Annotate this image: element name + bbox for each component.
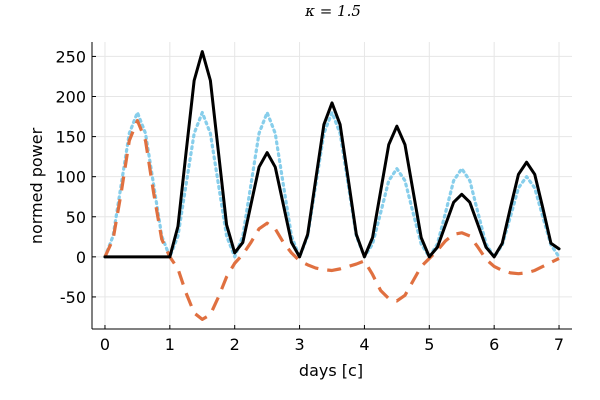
series-line-dashed — [103, 118, 560, 321]
axes — [91, 42, 572, 330]
grid — [92, 42, 572, 329]
series-line-dotted — [103, 110, 561, 259]
y-tick-label: 150 — [55, 128, 86, 147]
series-line-solid — [103, 50, 561, 259]
x-tick-label: 1 — [165, 335, 175, 354]
y-tick-label: 0 — [76, 248, 86, 267]
y-tick-label: 50 — [66, 208, 86, 227]
tick-labels: 0 1 2 3 4 5 6 7 -50 0 50 100 150 200 250 — [55, 47, 564, 354]
x-tick-label: 2 — [230, 335, 240, 354]
y-axis-label: normed power — [27, 127, 46, 244]
x-tick-label: 6 — [489, 335, 499, 354]
x-tick-label: 3 — [294, 335, 304, 354]
x-tick-label: 7 — [554, 335, 564, 354]
x-tick-label: 5 — [424, 335, 434, 354]
series-layer — [103, 50, 561, 321]
chart-title: κ = 1.5 — [304, 2, 361, 20]
y-tick-label: -50 — [60, 288, 86, 307]
x-tick-label: 4 — [359, 335, 369, 354]
y-tick-label: 200 — [55, 88, 86, 107]
x-axis-label: days [c] — [299, 361, 363, 380]
y-tick-label: 100 — [55, 168, 86, 187]
y-tick-label: 250 — [55, 47, 86, 66]
x-tick-label: 0 — [100, 335, 110, 354]
